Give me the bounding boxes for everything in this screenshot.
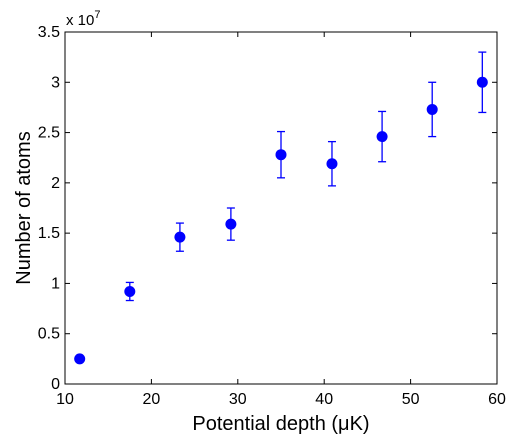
x-tick-label: 30 (229, 391, 247, 408)
data-point (174, 231, 186, 243)
data-point (124, 285, 136, 297)
y-tick-label: 0 (51, 376, 60, 393)
x-tick-label: 60 (488, 391, 506, 408)
data-point (74, 353, 86, 365)
x-tick-label: 50 (402, 391, 420, 408)
x-axis-title: Potential depth (μK) (192, 413, 369, 435)
y-tick-label: 0.5 (38, 326, 60, 343)
data-point (376, 131, 388, 143)
y-axis: 0 0.5 1 1.5 2 2.5 3 3.5 (38, 24, 497, 393)
data-point (326, 158, 338, 170)
y-tick-label: 1.5 (38, 225, 60, 242)
x-tick-label: 10 (56, 391, 74, 408)
x-tick-label: 20 (143, 391, 161, 408)
plot-area (64, 31, 498, 385)
x-axis: 10 20 30 40 50 60 (56, 32, 506, 408)
data-point (426, 103, 438, 115)
y-scale-factor: x 107 (66, 9, 100, 29)
y-axis-title: Number of atoms (13, 131, 35, 284)
y-tick-label: 2.5 (38, 125, 60, 142)
y-tick-label: 1 (51, 275, 60, 292)
data-point (476, 76, 488, 88)
data-series (74, 51, 488, 365)
y-tick-label: 3 (51, 74, 60, 91)
x-tick-label: 40 (315, 391, 333, 408)
data-point (275, 149, 287, 161)
y-tick-label: 2 (51, 175, 60, 192)
data-point (225, 218, 237, 230)
y-tick-label: 3.5 (38, 24, 60, 41)
